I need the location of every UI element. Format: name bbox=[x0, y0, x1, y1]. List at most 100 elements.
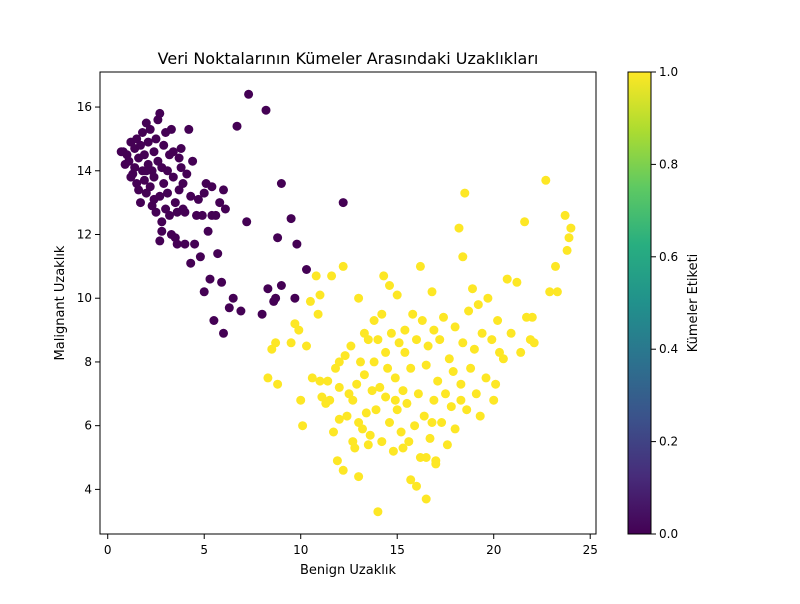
data-point-cluster-0 bbox=[263, 284, 273, 294]
y-tick-label: 6 bbox=[84, 419, 92, 433]
data-point-cluster-0 bbox=[138, 128, 147, 137]
colorbar-tick-label: 0.2 bbox=[659, 435, 678, 449]
data-point-cluster-0 bbox=[157, 217, 167, 227]
x-tick-label: 15 bbox=[390, 543, 405, 557]
data-point-cluster-0 bbox=[257, 309, 267, 319]
data-point-cluster-0 bbox=[136, 198, 145, 208]
data-point-cluster-0 bbox=[261, 105, 271, 115]
data-point-cluster-0 bbox=[163, 166, 172, 176]
data-point-cluster-0 bbox=[302, 265, 311, 274]
scatter-points bbox=[116, 89, 576, 517]
data-point-cluster-1 bbox=[311, 271, 321, 281]
data-point-cluster-0 bbox=[155, 236, 165, 246]
data-point-cluster-1 bbox=[516, 347, 526, 357]
data-point-cluster-0 bbox=[178, 179, 188, 188]
data-point-cluster-1 bbox=[412, 335, 421, 345]
data-point-cluster-0 bbox=[130, 163, 140, 173]
data-point-cluster-0 bbox=[236, 306, 246, 316]
data-point-cluster-0 bbox=[141, 166, 151, 176]
data-point-cluster-1 bbox=[469, 344, 479, 354]
colorbar-label: Kümeler Etiketi bbox=[686, 254, 701, 353]
data-point-cluster-1 bbox=[354, 418, 364, 427]
data-point-cluster-0 bbox=[203, 226, 213, 236]
data-point-cluster-1 bbox=[446, 402, 456, 412]
data-point-cluster-1 bbox=[375, 382, 385, 392]
data-point-cluster-0 bbox=[182, 169, 192, 179]
data-point-cluster-1 bbox=[323, 376, 333, 386]
y-axis-label: Malignant Uzaklık bbox=[53, 245, 68, 360]
data-point-cluster-0 bbox=[139, 150, 149, 160]
data-point-cluster-1 bbox=[491, 379, 501, 389]
data-point-cluster-1 bbox=[442, 440, 452, 450]
y-tick-label: 10 bbox=[77, 291, 92, 305]
data-point-cluster-1 bbox=[471, 389, 481, 399]
data-point-cluster-1 bbox=[448, 367, 458, 376]
data-point-cluster-1 bbox=[460, 188, 470, 198]
data-point-cluster-1 bbox=[302, 341, 311, 351]
data-point-cluster-1 bbox=[412, 481, 421, 491]
data-point-cluster-0 bbox=[224, 303, 234, 313]
y-tick-label: 16 bbox=[77, 100, 92, 114]
data-point-cluster-0 bbox=[273, 233, 283, 243]
data-point-cluster-0 bbox=[180, 239, 190, 249]
data-point-cluster-1 bbox=[408, 309, 418, 319]
data-point-cluster-1 bbox=[402, 398, 412, 408]
data-point-cluster-1 bbox=[566, 223, 576, 233]
data-point-cluster-1 bbox=[373, 507, 383, 517]
data-point-cluster-1 bbox=[406, 475, 416, 485]
data-point-cluster-1 bbox=[481, 373, 491, 383]
data-point-cluster-1 bbox=[307, 373, 317, 383]
data-point-cluster-1 bbox=[338, 465, 348, 475]
data-point-cluster-1 bbox=[458, 252, 468, 262]
data-point-cluster-1 bbox=[346, 341, 356, 351]
data-point-cluster-0 bbox=[219, 185, 228, 195]
data-point-cluster-0 bbox=[217, 277, 227, 287]
data-point-cluster-0 bbox=[292, 239, 302, 249]
data-point-cluster-1 bbox=[338, 261, 348, 271]
data-point-cluster-1 bbox=[429, 325, 439, 335]
colorbar-axis: 0.0 0.2 0.4 0.6 0.8 1.0 bbox=[651, 65, 678, 541]
data-point-cluster-0 bbox=[176, 144, 186, 153]
data-point-cluster-1 bbox=[383, 363, 393, 373]
data-point-cluster-1 bbox=[263, 373, 273, 383]
data-point-cluster-1 bbox=[334, 414, 344, 424]
data-point-cluster-0 bbox=[180, 207, 190, 217]
data-point-cluster-1 bbox=[413, 389, 423, 399]
data-point-cluster-1 bbox=[398, 443, 408, 453]
data-point-cluster-1 bbox=[334, 357, 344, 367]
data-point-cluster-1 bbox=[329, 427, 338, 437]
data-point-cluster-0 bbox=[276, 179, 286, 188]
data-point-cluster-1 bbox=[404, 437, 414, 447]
x-tick-label: 10 bbox=[293, 543, 308, 557]
data-point-cluster-1 bbox=[489, 395, 499, 405]
data-point-cluster-1 bbox=[520, 217, 530, 227]
data-point-cluster-0 bbox=[126, 172, 136, 182]
data-point-cluster-0 bbox=[149, 172, 159, 182]
data-point-cluster-0 bbox=[145, 124, 155, 134]
data-point-cluster-1 bbox=[369, 316, 379, 325]
data-point-cluster-1 bbox=[385, 418, 394, 427]
data-point-cluster-0 bbox=[149, 194, 159, 204]
data-point-cluster-0 bbox=[197, 210, 207, 220]
data-point-cluster-0 bbox=[338, 198, 348, 208]
data-point-cluster-1 bbox=[545, 287, 555, 297]
data-point-cluster-1 bbox=[313, 309, 323, 319]
data-point-cluster-1 bbox=[294, 325, 304, 335]
data-point-cluster-1 bbox=[385, 281, 394, 290]
data-point-cluster-0 bbox=[149, 147, 159, 157]
data-point-cluster-1 bbox=[466, 363, 476, 373]
data-point-cluster-1 bbox=[529, 338, 539, 348]
data-point-cluster-0 bbox=[188, 156, 198, 166]
data-point-cluster-1 bbox=[410, 421, 420, 431]
x-tick-label: 20 bbox=[486, 543, 501, 557]
data-point-cluster-1 bbox=[400, 347, 410, 357]
x-axis-label: Benign Uzaklık bbox=[300, 563, 396, 578]
data-point-cluster-1 bbox=[456, 395, 466, 405]
data-point-cluster-1 bbox=[273, 379, 283, 389]
data-point-cluster-1 bbox=[332, 456, 342, 466]
data-point-cluster-1 bbox=[394, 338, 404, 348]
y-tick-label: 4 bbox=[84, 482, 92, 496]
data-point-cluster-1 bbox=[493, 316, 503, 325]
data-point-cluster-0 bbox=[220, 204, 230, 214]
